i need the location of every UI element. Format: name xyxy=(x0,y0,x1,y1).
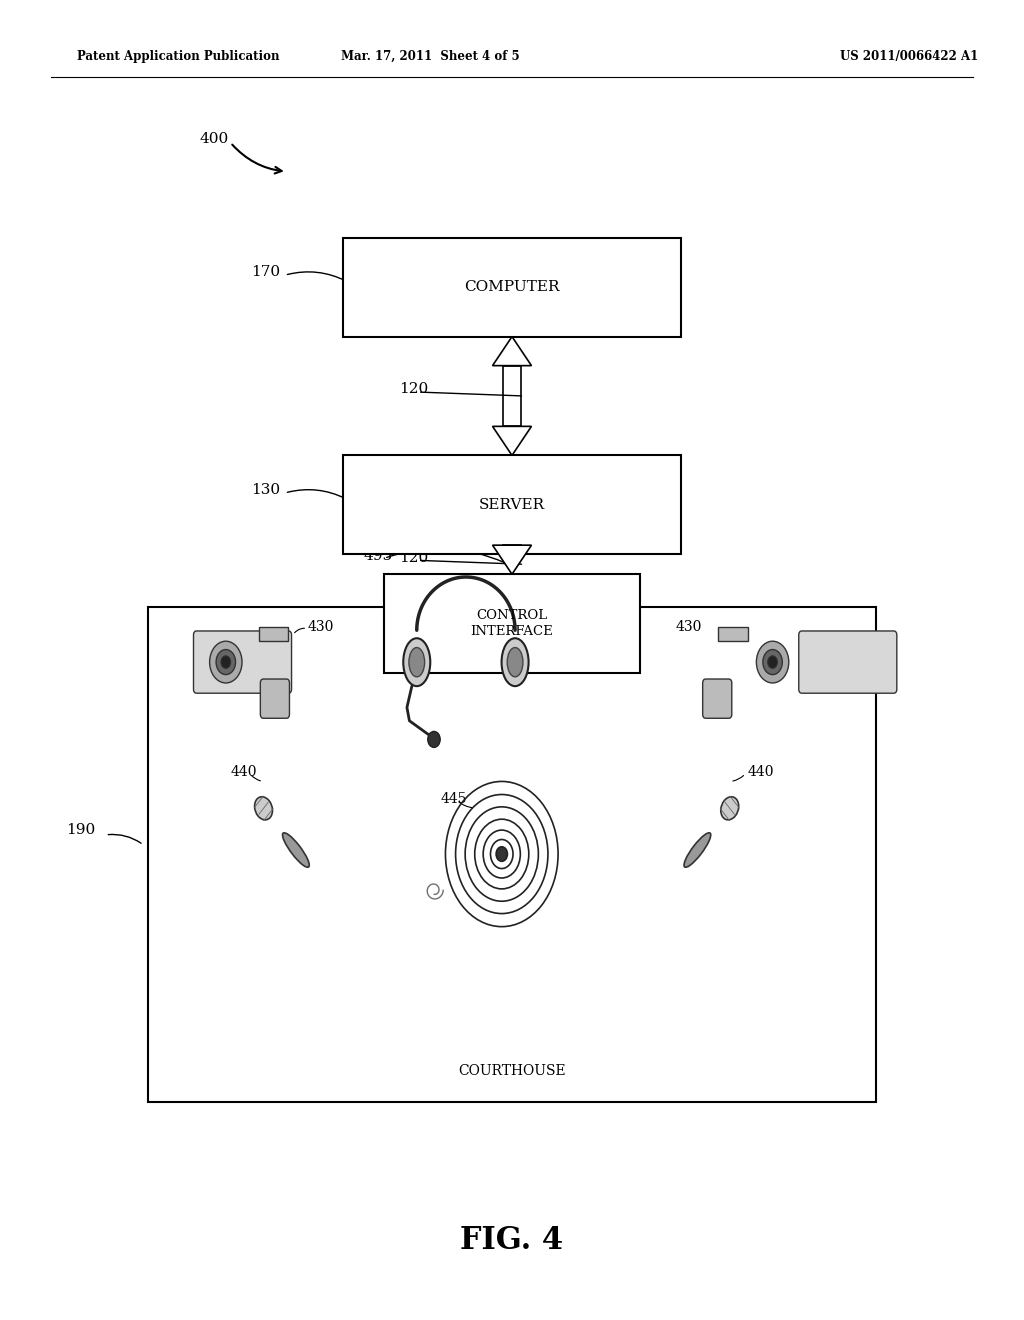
FancyArrow shape xyxy=(493,337,531,366)
Text: 495: 495 xyxy=(364,549,392,562)
Text: COMPUTER: COMPUTER xyxy=(464,280,560,294)
FancyBboxPatch shape xyxy=(194,631,292,693)
Ellipse shape xyxy=(255,797,272,820)
Text: 440: 440 xyxy=(230,766,257,779)
Text: 430: 430 xyxy=(307,620,334,634)
FancyArrow shape xyxy=(493,426,531,455)
Circle shape xyxy=(216,649,236,675)
Circle shape xyxy=(221,656,230,668)
Bar xyxy=(503,366,521,426)
Ellipse shape xyxy=(283,833,309,867)
Text: Patent Application Publication: Patent Application Publication xyxy=(77,50,280,63)
Circle shape xyxy=(768,656,777,668)
Text: 130: 130 xyxy=(251,483,280,498)
Bar xyxy=(343,238,681,337)
Circle shape xyxy=(496,847,508,862)
Ellipse shape xyxy=(409,648,425,677)
FancyBboxPatch shape xyxy=(718,627,748,642)
Circle shape xyxy=(763,649,782,675)
Text: COURTHOUSE: COURTHOUSE xyxy=(458,1064,566,1078)
Circle shape xyxy=(428,731,440,747)
Text: FIG. 4: FIG. 4 xyxy=(461,1225,563,1257)
Bar xyxy=(384,574,640,673)
Text: Mar. 17, 2011  Sheet 4 of 5: Mar. 17, 2011 Sheet 4 of 5 xyxy=(341,50,519,63)
Bar xyxy=(148,607,876,1102)
Text: 430: 430 xyxy=(676,620,702,634)
FancyBboxPatch shape xyxy=(259,627,289,642)
FancyBboxPatch shape xyxy=(260,678,290,718)
Text: 440: 440 xyxy=(748,766,774,779)
Circle shape xyxy=(757,642,788,682)
Bar xyxy=(343,455,681,554)
Text: 175: 175 xyxy=(391,649,418,663)
Text: CONTROL
INTERFACE: CONTROL INTERFACE xyxy=(471,610,553,638)
Circle shape xyxy=(210,642,242,682)
Text: 400: 400 xyxy=(200,132,229,145)
FancyBboxPatch shape xyxy=(702,678,732,718)
Ellipse shape xyxy=(507,648,523,677)
Text: 120: 120 xyxy=(399,383,429,396)
Text: 120: 120 xyxy=(399,550,429,565)
Text: US 2011/0066422 A1: US 2011/0066422 A1 xyxy=(840,50,978,63)
Text: 170: 170 xyxy=(251,265,280,280)
Text: 190: 190 xyxy=(67,822,96,837)
Text: SERVER: SERVER xyxy=(479,498,545,512)
Ellipse shape xyxy=(684,833,711,867)
FancyBboxPatch shape xyxy=(799,631,897,693)
FancyArrow shape xyxy=(493,545,531,574)
Ellipse shape xyxy=(403,639,430,686)
Ellipse shape xyxy=(721,797,738,820)
Text: 445: 445 xyxy=(440,792,467,805)
Bar xyxy=(503,545,521,554)
Ellipse shape xyxy=(502,639,528,686)
